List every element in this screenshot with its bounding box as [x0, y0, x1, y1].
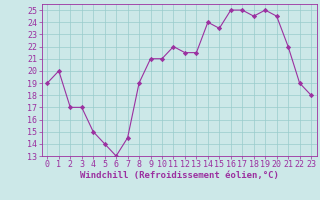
X-axis label: Windchill (Refroidissement éolien,°C): Windchill (Refroidissement éolien,°C) [80, 171, 279, 180]
